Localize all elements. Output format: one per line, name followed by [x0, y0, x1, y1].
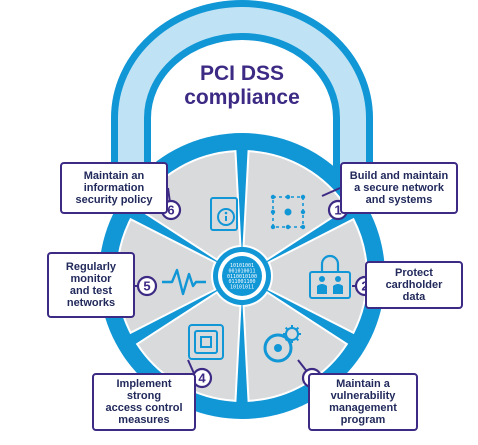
- callout-requirement-1: Build and maintain a secure network and sy…: [340, 162, 458, 214]
- callout-text: Maintain a vulnerability management program: [329, 378, 397, 426]
- pulse-monitor-icon: [162, 268, 206, 296]
- callout-line: a secure network: [354, 182, 444, 194]
- callout-line: Maintain an: [83, 170, 145, 182]
- callout-text: Build and maintain a secure network and sy…: [350, 170, 448, 206]
- badge-number: 4: [198, 371, 206, 386]
- callout-line: Protect: [395, 267, 433, 279]
- binary-line: 001010011: [228, 268, 255, 274]
- number-badge-5: 5: [136, 275, 158, 297]
- callout-text: Implement strong access control measures: [105, 378, 182, 426]
- callout-requirement-2: Protect cardholder data: [365, 261, 463, 309]
- nested-squares-icon: [188, 324, 224, 360]
- segment-requirement-3: [242, 290, 349, 402]
- callout-text: Protect cardholder data: [386, 267, 443, 303]
- segment-icons: [162, 194, 351, 363]
- callout-requirement-4: Implement strong access control measures: [92, 373, 196, 431]
- callout-line: networks: [66, 297, 116, 309]
- binary-line: 10101001: [230, 263, 254, 269]
- callout-line: Implement: [116, 378, 172, 390]
- padlock-segments: [116, 150, 368, 402]
- binary-code: 1010100100101001101100101000110011001010…: [227, 263, 257, 291]
- binary-line: 011001100: [228, 279, 255, 285]
- callout-text: Maintain an information security policy: [75, 170, 152, 206]
- title-line-2: compliance: [184, 86, 300, 109]
- callout-line: access control: [105, 402, 183, 414]
- callout-requirement-6: Maintain an information security policy: [60, 162, 168, 214]
- callout-line: and systems: [365, 194, 433, 206]
- callout-requirement-3: Maintain a vulnerability management program: [308, 373, 418, 431]
- callout-line: information: [83, 182, 145, 194]
- network-grid-icon: [270, 194, 306, 230]
- callout-line: measures: [118, 414, 170, 426]
- padlock-shackle: [111, 0, 373, 178]
- callout-connector: [321, 187, 341, 197]
- binary-line: 0110010100: [227, 274, 257, 280]
- gear-disc-icon: [263, 325, 301, 363]
- callout-line: Maintain a: [336, 378, 390, 390]
- callout-text: Regularly monitor and test networks: [66, 261, 116, 309]
- callout-line: cardholder: [385, 279, 443, 291]
- number-badges: 123456: [135, 187, 376, 389]
- callout-line: management: [329, 402, 397, 414]
- callout-line: Build and maintain: [349, 170, 449, 182]
- callout-line: program: [340, 414, 386, 426]
- center-hub: 1010100100101001101100101000110011001010…: [218, 252, 266, 300]
- badge-number: 6: [167, 203, 174, 218]
- callout-line: vulnerability: [330, 390, 396, 402]
- callout-line: Regularly: [65, 261, 117, 273]
- segment-requirement-2: [267, 217, 368, 335]
- callout-requirement-5: Regularly monitor and test networks: [47, 252, 135, 318]
- callout-line: strong: [126, 390, 162, 402]
- people-lock-icon: [309, 254, 351, 299]
- callout-line: monitor: [70, 273, 112, 285]
- badge-number: 5: [143, 279, 150, 294]
- callout-line: and test: [69, 285, 113, 297]
- info-document-icon: [210, 197, 238, 231]
- callout-line: security policy: [75, 194, 153, 206]
- callout-line: data: [402, 291, 426, 303]
- badge-number: 1: [334, 203, 341, 218]
- title-line-1: PCI DSS: [200, 62, 284, 85]
- binary-line: 10101011: [230, 285, 254, 291]
